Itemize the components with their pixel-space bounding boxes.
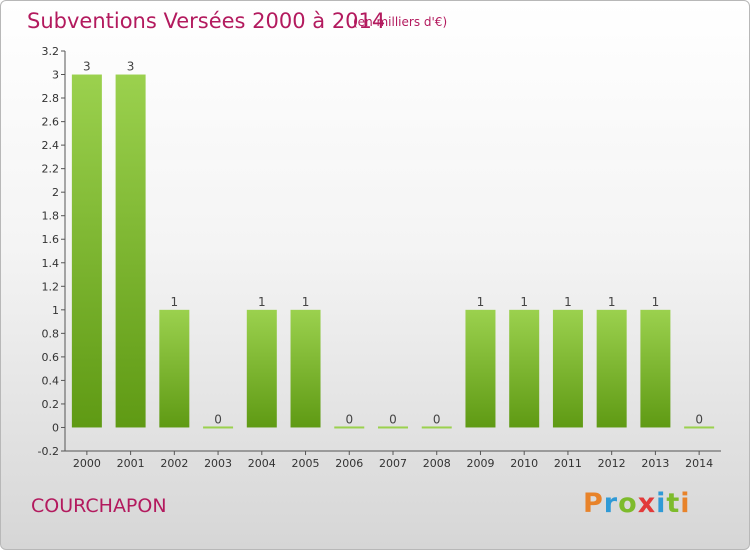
y-tick-label: 0 xyxy=(52,421,59,434)
x-tick-label: 2002 xyxy=(160,457,188,470)
x-tick-label: 2012 xyxy=(598,457,626,470)
data-label: 0 xyxy=(695,412,703,426)
y-tick-label: 2.4 xyxy=(42,139,60,152)
y-tick-label: 2.6 xyxy=(42,116,60,129)
brand-letter: P xyxy=(583,488,604,519)
bar[interactable] xyxy=(421,426,452,429)
y-tick-label: 1.4 xyxy=(42,257,60,270)
bar[interactable] xyxy=(203,426,234,429)
x-tick-label: 2006 xyxy=(335,457,363,470)
unit-label: (en milliers d'€) xyxy=(353,15,448,29)
bar[interactable] xyxy=(684,426,715,429)
x-tick-label: 2003 xyxy=(204,457,232,470)
brand-letter: r xyxy=(603,488,619,519)
x-tick-label: 2005 xyxy=(292,457,320,470)
y-tick-label: 1.2 xyxy=(42,280,60,293)
data-label: 1 xyxy=(302,295,310,309)
y-tick-label: 0.2 xyxy=(42,398,60,411)
data-label: 0 xyxy=(345,412,353,426)
bar[interactable] xyxy=(509,309,540,428)
bar[interactable] xyxy=(378,426,408,429)
brand-letter: o xyxy=(618,488,638,519)
x-tick-label: 2000 xyxy=(73,457,101,470)
x-tick-label: 2011 xyxy=(554,457,582,470)
data-label: 1 xyxy=(608,295,616,309)
bar[interactable] xyxy=(465,309,496,428)
data-label: 0 xyxy=(433,412,441,426)
y-tick-label: 3 xyxy=(52,69,59,82)
data-label: 1 xyxy=(258,295,266,309)
bar[interactable] xyxy=(115,74,146,428)
x-tick-label: 2013 xyxy=(641,457,669,470)
y-tick-label: 1 xyxy=(52,304,59,317)
data-label: 1 xyxy=(171,295,179,309)
bar[interactable] xyxy=(71,74,102,428)
x-tick-label: 2014 xyxy=(685,457,713,470)
x-tick-label: 2008 xyxy=(423,457,451,470)
y-tick-label: 2 xyxy=(52,186,59,199)
brand-letter: t xyxy=(666,488,681,519)
proxiti-logo[interactable]: Proxiti xyxy=(583,488,691,519)
data-label: 3 xyxy=(127,60,135,74)
bar[interactable] xyxy=(552,309,583,428)
y-tick-label: 0.4 xyxy=(42,374,60,387)
y-tick-label: -0.2 xyxy=(38,445,59,458)
data-label: 0 xyxy=(214,412,222,426)
x-tick-label: 2009 xyxy=(466,457,494,470)
bar[interactable] xyxy=(640,309,671,428)
data-label: 1 xyxy=(477,295,485,309)
y-tick-label: 3.2 xyxy=(42,45,60,58)
x-tick-label: 2004 xyxy=(248,457,276,470)
y-tick-label: 0.6 xyxy=(42,351,60,364)
data-label: 1 xyxy=(520,295,528,309)
bar[interactable] xyxy=(334,426,365,429)
y-tick-label: 0.8 xyxy=(42,327,60,340)
brand-letter: i xyxy=(680,488,691,519)
data-label: 0 xyxy=(389,412,397,426)
data-label: 1 xyxy=(652,295,660,309)
x-tick-label: 2007 xyxy=(379,457,407,470)
y-tick-label: 1.6 xyxy=(42,233,60,246)
bar[interactable] xyxy=(246,309,277,428)
data-label: 3 xyxy=(83,60,91,74)
bar[interactable] xyxy=(290,309,321,428)
y-tick-label: 2.8 xyxy=(42,92,60,105)
bar[interactable] xyxy=(159,309,190,428)
brand-letter: i xyxy=(656,488,667,519)
commune-name: COURCHAPON xyxy=(31,495,167,517)
y-tick-label: 1.8 xyxy=(42,210,60,223)
x-tick-label: 2001 xyxy=(117,457,145,470)
bar[interactable] xyxy=(596,309,627,428)
chart-title: Subventions Versées 2000 à 2014 xyxy=(27,9,386,33)
x-tick-label: 2010 xyxy=(510,457,538,470)
y-tick-label: 2.2 xyxy=(42,163,60,176)
data-label: 1 xyxy=(564,295,572,309)
brand-letter: x xyxy=(637,488,657,519)
